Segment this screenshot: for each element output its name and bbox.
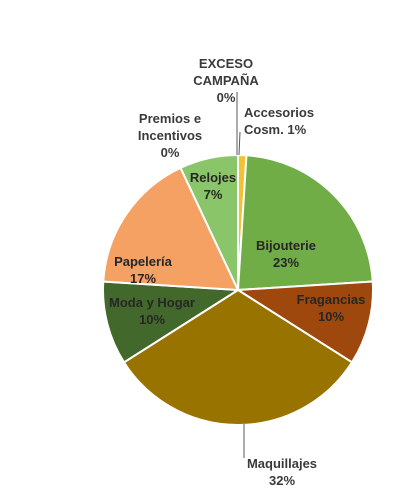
leader-lines — [236, 92, 245, 458]
data-label-relojes: Relojes 7% — [190, 170, 236, 202]
data-label-line: 7% — [204, 187, 223, 202]
data-label-line: 0% — [217, 90, 236, 105]
pie-slices — [102, 153, 374, 426]
data-label-line: 32% — [269, 473, 295, 488]
data-label-line: Moda y Hogar — [109, 295, 195, 310]
data-label-line: Papelería — [114, 254, 173, 269]
data-label-line: Incentivos — [138, 128, 202, 143]
leader-line — [238, 131, 241, 156]
data-label-line: Fragancias — [297, 292, 366, 307]
data-label-line: Relojes — [190, 170, 236, 185]
pie-slice-maquillajes — [122, 288, 354, 426]
data-label-accesorios-cosm-: Accesorios Cosm. 1% — [244, 105, 314, 137]
data-labels: Accesorios Cosm. 1% Bijouterie 23% Fragancia… — [109, 56, 365, 488]
data-label-line: 0% — [161, 145, 180, 160]
data-label-line: Maquillajes — [247, 456, 317, 471]
data-label-line: CAMPAÑA — [193, 73, 259, 88]
data-label-line: Accesorios — [244, 105, 314, 120]
data-label-line: EXCESO — [199, 56, 253, 71]
data-label-line: Premios e — [139, 111, 201, 126]
pie-slice-fragancias — [234, 280, 374, 364]
pie-slice-papeler-a — [102, 166, 240, 292]
data-label-fragancias: Fragancias 10% — [297, 292, 366, 324]
pie-slice-bijouterie — [236, 154, 374, 292]
data-label-maquillajes: Maquillajes 32% — [247, 456, 317, 488]
data-label-papeler-a: Papelería 17% — [114, 254, 173, 286]
data-label-premios-e-incentivos: Premios e Incentivos 0% — [138, 111, 202, 160]
data-label-line: Cosm. 1% — [244, 122, 307, 137]
data-label-line: 10% — [139, 312, 165, 327]
pie-slice-moda-y-hogar — [102, 280, 242, 364]
data-label-line: 17% — [130, 271, 156, 286]
data-label-line: 10% — [318, 309, 344, 324]
pie-slice-relojes — [179, 153, 239, 291]
data-label-line: Bijouterie — [256, 238, 316, 253]
data-label-bijouterie: Bijouterie 23% — [256, 238, 316, 270]
data-label-exceso-campa-a: EXCESO CAMPAÑA 0% — [193, 56, 259, 105]
data-label-moda-y-hogar: Moda y Hogar 10% — [109, 295, 195, 327]
data-label-line: 23% — [273, 255, 299, 270]
